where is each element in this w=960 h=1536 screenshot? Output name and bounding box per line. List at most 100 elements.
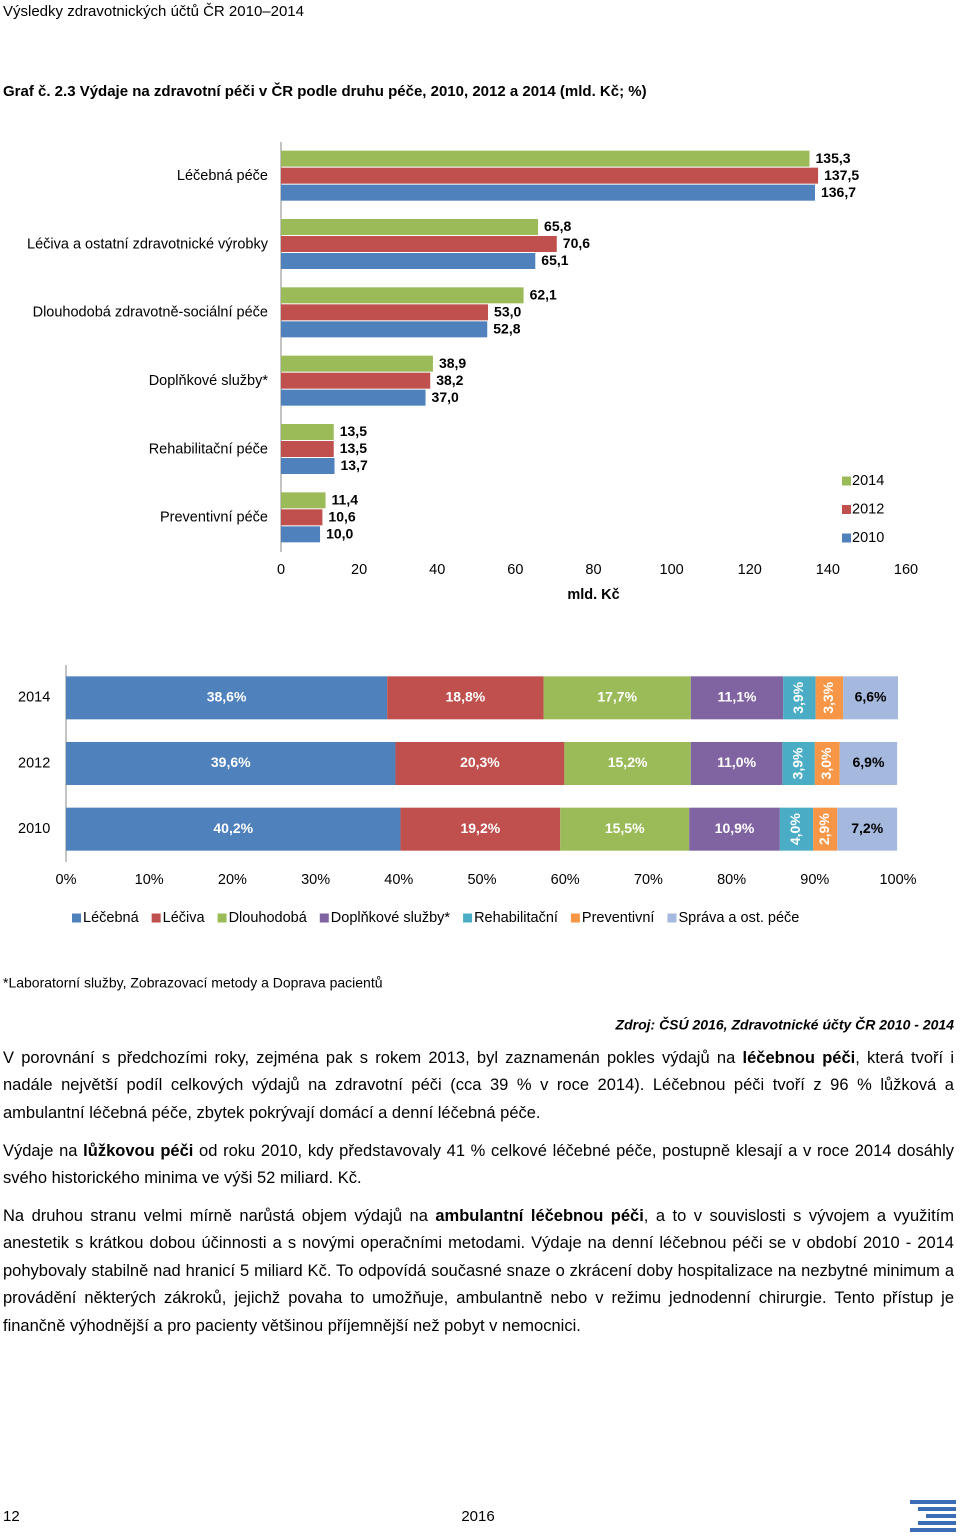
data-label: 70,6 bbox=[563, 235, 590, 251]
paragraph: V porovnání s předchozími roky, zejména … bbox=[3, 1045, 954, 1127]
bar-segment bbox=[66, 807, 401, 851]
x-tick-label: 0 bbox=[277, 562, 285, 578]
x-tick-label: 160 bbox=[894, 562, 918, 578]
x-tick-label: 50% bbox=[467, 872, 496, 888]
bar-segment bbox=[690, 742, 783, 785]
data-label: 6,9% bbox=[853, 754, 885, 770]
logo bbox=[910, 1500, 956, 1532]
text-run: Na druhou stranu velmi mírně narůstá obj… bbox=[3, 1207, 436, 1226]
bar-segment bbox=[783, 676, 816, 720]
bar bbox=[281, 441, 334, 457]
legend-swatch bbox=[842, 476, 851, 486]
bar bbox=[281, 355, 433, 372]
chart: 0 20 40 60 80 100 120 140 160 mld. Kč Léčebná péče… bbox=[27, 142, 918, 603]
data-label: 13,5 bbox=[340, 440, 367, 456]
legend-label: 2012 bbox=[852, 501, 884, 517]
data-label: 136,7 bbox=[821, 184, 856, 200]
bar-segment bbox=[387, 676, 544, 720]
data-label: 10,0 bbox=[326, 526, 353, 542]
x-tick-label: 20% bbox=[218, 872, 247, 888]
data-label: 6,6% bbox=[855, 689, 887, 705]
page-header: Výsledky zdravotnických účtů ČR 2010–201… bbox=[3, 3, 304, 20]
bar-segment bbox=[560, 807, 690, 851]
text-run: , a to v souvislosti s vývojem a využití… bbox=[3, 1207, 954, 1335]
x-tick-label: 40% bbox=[384, 872, 413, 888]
x-tick-label: 120 bbox=[738, 562, 762, 578]
legend-label: 2014 bbox=[852, 473, 884, 489]
bar bbox=[281, 219, 539, 235]
body-text: V porovnání s předchozími roky, zejména … bbox=[3, 1045, 954, 1351]
data-label: 11,4 bbox=[332, 492, 359, 508]
logo-stripe bbox=[910, 1528, 956, 1532]
footer-year: 2016 bbox=[461, 1508, 494, 1525]
x-tick-label: 40 bbox=[429, 562, 445, 578]
data-label: 135,3 bbox=[816, 150, 851, 166]
category-label: Doplňkové služby* bbox=[149, 373, 269, 389]
bar bbox=[281, 253, 536, 269]
category-label: 2012 bbox=[18, 755, 50, 771]
bar-segment bbox=[815, 676, 844, 720]
legend-swatch bbox=[151, 913, 161, 923]
bar bbox=[281, 321, 488, 338]
data-label: 37,0 bbox=[432, 389, 459, 405]
data-label: 40,2% bbox=[213, 820, 253, 836]
bold-text: lůžkovou péči bbox=[83, 1141, 194, 1160]
x-tick-label: 80% bbox=[717, 872, 746, 888]
bar bbox=[281, 372, 431, 389]
bar bbox=[281, 150, 810, 167]
bar-segment bbox=[779, 807, 814, 851]
x-tick-label: 100 bbox=[660, 562, 684, 578]
data-label: 13,5 bbox=[340, 423, 367, 439]
legend-label: Léčebná bbox=[83, 910, 140, 926]
data-label: 19,2% bbox=[460, 820, 500, 836]
bar-segment bbox=[813, 807, 838, 851]
bar-segment bbox=[837, 807, 898, 851]
logo-stripe bbox=[926, 1514, 956, 1518]
x-tick-label: 0% bbox=[56, 872, 77, 888]
legend-swatch bbox=[667, 913, 677, 923]
bar bbox=[281, 424, 334, 440]
bar bbox=[281, 304, 489, 321]
data-label: 3,0% bbox=[818, 747, 834, 779]
x-tick-label: 60 bbox=[507, 562, 523, 578]
data-label: 10,6 bbox=[328, 509, 355, 525]
legend-swatch bbox=[570, 913, 580, 923]
legend-swatch bbox=[72, 913, 81, 923]
bar bbox=[281, 526, 321, 543]
data-label: 18,8% bbox=[446, 689, 486, 705]
footnote: *Laboratorní služby, Zobrazovací metody … bbox=[3, 975, 383, 991]
bold-text: ambulantní léčebnou péči bbox=[435, 1207, 644, 1226]
category-label: Dlouhodobá zdravotně-sociální péče bbox=[33, 305, 268, 321]
bar-segment bbox=[843, 676, 898, 720]
category-label: 2014 bbox=[18, 690, 50, 706]
source: Zdroj: ČSÚ 2016, Zdravotnické účty ČR 20… bbox=[615, 1016, 955, 1033]
data-label: 3,9% bbox=[789, 747, 805, 779]
bar-segment bbox=[543, 676, 691, 720]
data-label: 7,2% bbox=[851, 820, 883, 836]
logo-stripe bbox=[910, 1500, 956, 1504]
data-label: 11,1% bbox=[718, 689, 757, 705]
bar-segment bbox=[814, 742, 840, 785]
data-label: 4,0% bbox=[787, 813, 803, 845]
data-label: 11,0% bbox=[717, 754, 756, 770]
legend-label: Dlouhodobá bbox=[229, 910, 308, 926]
category-label: Léčiva a ostatní zdravotnické výrobky bbox=[27, 236, 269, 252]
bar-segment bbox=[66, 742, 396, 785]
legend-swatch bbox=[842, 505, 851, 514]
x-tick-label: 80 bbox=[585, 562, 601, 578]
data-label: 10,9% bbox=[715, 820, 755, 836]
x-tick-label: 10% bbox=[135, 872, 164, 888]
category-label: Preventivní péče bbox=[160, 510, 268, 526]
bar-segment bbox=[782, 742, 815, 785]
text-run: V porovnání s předchozími roky, zejména … bbox=[3, 1049, 743, 1067]
data-label: 17,7% bbox=[597, 689, 637, 705]
data-label: 52,8 bbox=[493, 321, 520, 337]
x-tick-label: 90% bbox=[800, 872, 829, 888]
data-label: 3,3% bbox=[820, 681, 836, 713]
x-tick-label: 60% bbox=[551, 872, 580, 888]
category-label: Léčebná péče bbox=[177, 168, 268, 184]
bar bbox=[281, 236, 557, 252]
legend-label: 2010 bbox=[852, 530, 884, 546]
bar bbox=[281, 458, 335, 474]
